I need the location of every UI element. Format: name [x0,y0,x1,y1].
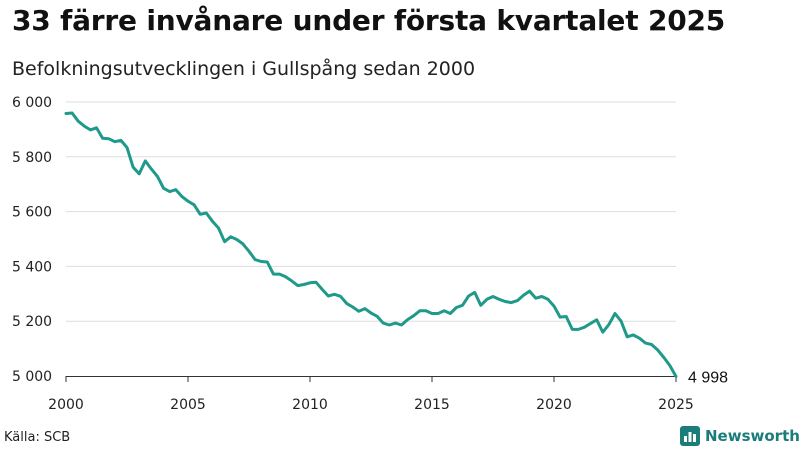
x-tick-label: 2000 [48,397,84,413]
y-tick-label: 6 000 [12,95,52,111]
y-axis-ticks: 5 000 5 200 5 400 5 600 5 800 6 000 [12,95,52,385]
brand-name: Newsworthy [705,427,800,445]
y-tick-label: 5 400 [12,259,52,275]
source-note: Källa: SCB [4,430,71,445]
y-tick-label: 5 800 [12,150,52,166]
x-tick-label: 2010 [292,397,328,413]
x-tick-label: 2025 [658,397,694,413]
population-line [64,111,678,378]
x-tick-label: 2015 [414,397,450,413]
x-axis-ticks: 2000 2005 2010 2015 2020 2025 [48,376,694,413]
y-tick-label: 5 600 [12,205,52,221]
brand-logo: Newsworthy [680,426,800,446]
end-value-label: 4 998 [688,370,728,387]
x-tick-label: 2005 [170,397,206,413]
bar-chart-icon [680,426,700,446]
x-tick-label: 2020 [536,397,572,413]
y-tick-label: 5 200 [12,314,52,330]
chart-title: 33 färre invånare under första kvartalet… [12,4,726,37]
gridlines [66,101,676,322]
y-tick-label: 5 000 [12,369,52,385]
chart-subtitle: Befolkningsutvecklingen i Gullspång seda… [12,58,476,80]
